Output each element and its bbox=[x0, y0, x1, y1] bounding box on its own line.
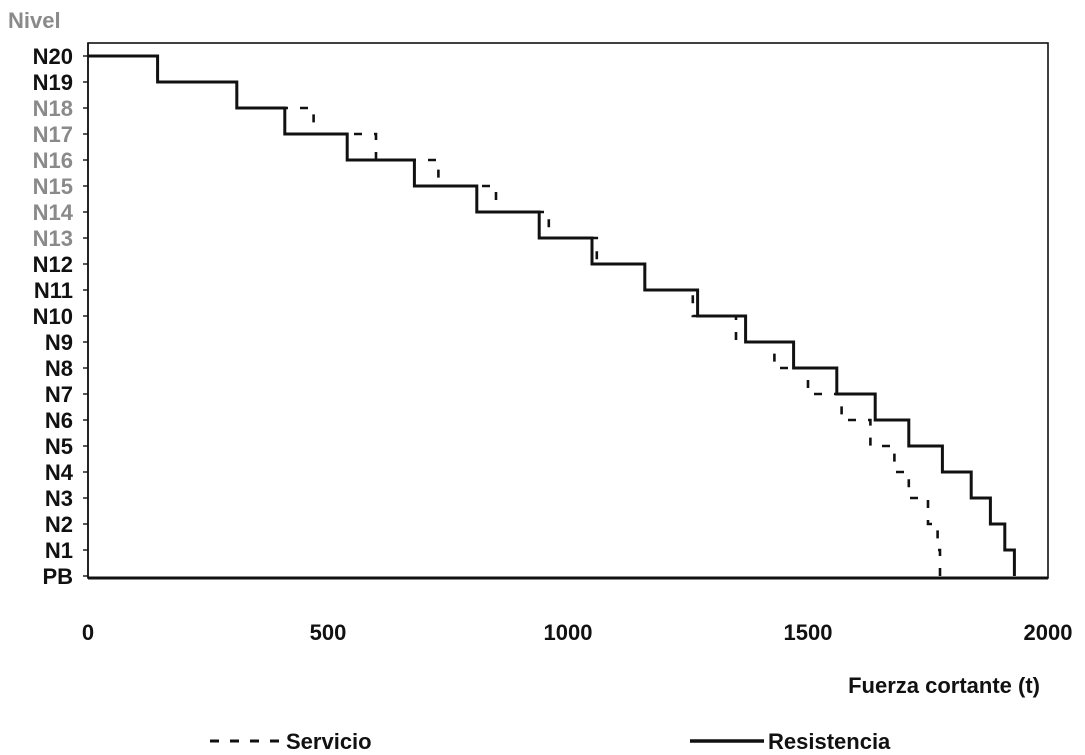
x-axis-title: Fuerza cortante (t) bbox=[848, 673, 1040, 698]
y-tick-label: N1 bbox=[45, 538, 73, 563]
y-tick-label: N2 bbox=[45, 512, 73, 537]
y-tick-label: N13 bbox=[33, 226, 73, 251]
y-tick-label: N14 bbox=[33, 200, 74, 225]
y-tick-label: N12 bbox=[33, 252, 73, 277]
y-tick-label: N7 bbox=[45, 382, 73, 407]
y-tick-label: N3 bbox=[45, 486, 73, 511]
y-tick-label: N17 bbox=[33, 122, 73, 147]
series-line-resistencia bbox=[88, 54, 1016, 576]
legend-label-servicio: Servicio bbox=[286, 729, 372, 754]
legend: Servicio Resistencia bbox=[210, 729, 891, 754]
y-tick-label: N20 bbox=[33, 44, 73, 69]
y-tick-label: N11 bbox=[34, 278, 73, 303]
y-tick-label: PB bbox=[42, 564, 73, 589]
y-tick-label: N8 bbox=[45, 356, 73, 381]
series-line-servicio bbox=[88, 54, 942, 576]
x-tick-label: 500 bbox=[310, 620, 347, 645]
y-tick-label: N18 bbox=[33, 96, 73, 121]
legend-label-resistencia: Resistencia bbox=[768, 729, 891, 754]
y-tick-label: N6 bbox=[45, 408, 73, 433]
plot-area-border bbox=[87, 42, 1049, 579]
y-tick-label: N15 bbox=[33, 174, 73, 199]
y-tick-label: N9 bbox=[45, 330, 73, 355]
x-tick-label: 1500 bbox=[784, 620, 833, 645]
y-tick-label: N16 bbox=[33, 148, 73, 173]
x-tick-label: 2000 bbox=[1024, 620, 1073, 645]
x-tick-label: 0 bbox=[82, 620, 94, 645]
y-tick-label: N10 bbox=[33, 304, 73, 329]
y-tick-label: N19 bbox=[33, 70, 73, 95]
y-tick-label: N5 bbox=[45, 434, 73, 459]
x-tick-label: 1000 bbox=[544, 620, 593, 645]
y-tick-label: N4 bbox=[45, 460, 74, 485]
y-axis-title: Nivel bbox=[8, 8, 61, 33]
